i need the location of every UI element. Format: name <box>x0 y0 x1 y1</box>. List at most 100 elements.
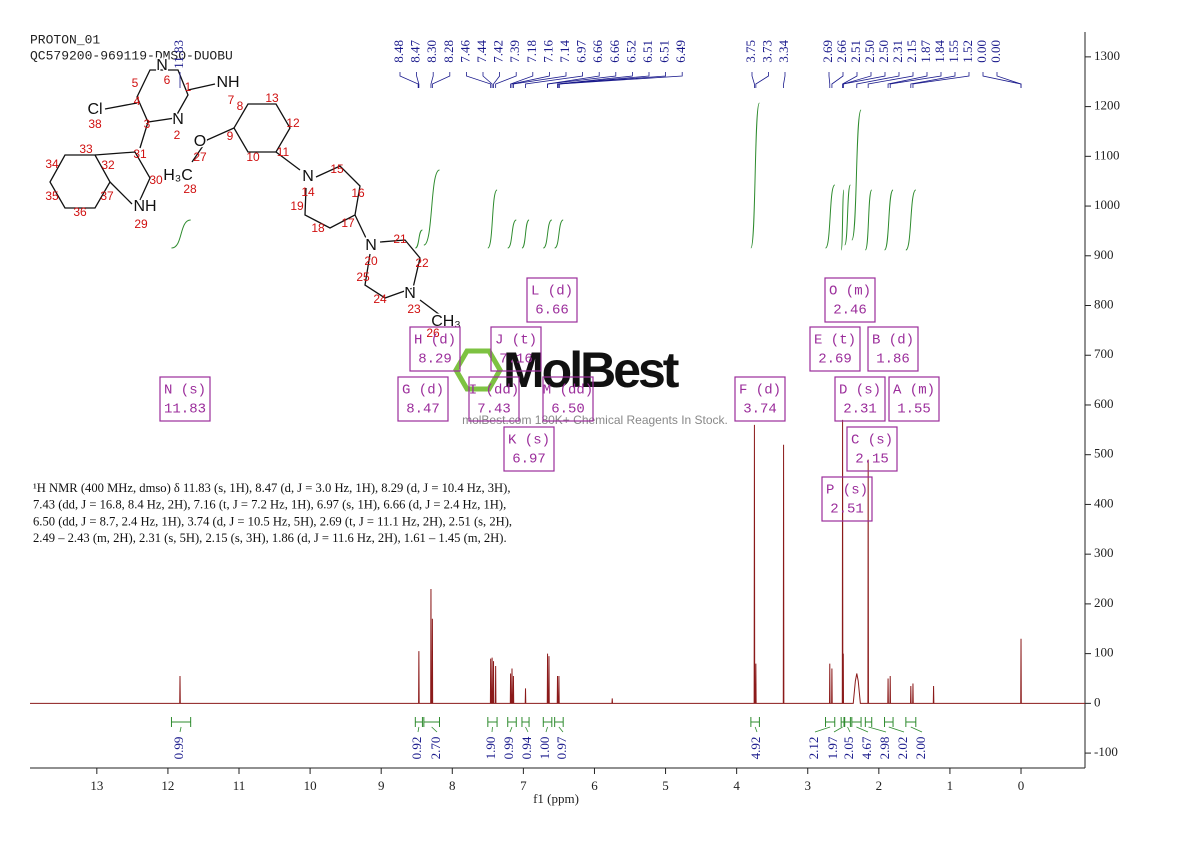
y-tick-label: 800 <box>1094 296 1114 311</box>
integral-label: 2.12 <box>806 737 821 760</box>
x-tick-label: 7 <box>520 778 527 793</box>
atom-label: N <box>365 237 377 254</box>
peak-label: 2.69 <box>820 40 835 63</box>
peak-label: 8.28 <box>441 40 456 63</box>
peak-label: 6.97 <box>574 40 589 63</box>
integral-label: 2.00 <box>913 737 928 760</box>
peak-connector <box>547 72 617 88</box>
multiplet-box <box>834 376 886 422</box>
atom-label: N <box>404 285 416 302</box>
integral-curve <box>507 219 517 249</box>
atom-label: 26 <box>426 326 440 340</box>
peak-label: 1.87 <box>918 40 933 63</box>
atom-label: N <box>302 168 314 185</box>
integral-label: 0.94 <box>519 736 534 759</box>
peak-label: 7.46 <box>457 40 472 63</box>
x-tick-label: 3 <box>804 778 811 793</box>
integral-connector <box>910 726 923 733</box>
integral-label: 2.05 <box>841 737 856 760</box>
peak-label: 2.15 <box>904 40 919 63</box>
peak-connector <box>755 72 769 88</box>
integral-bracket <box>750 717 760 727</box>
peak-connector <box>482 72 493 88</box>
atom-label: 38 <box>88 117 102 131</box>
y-tick-label: 1100 <box>1094 147 1120 162</box>
peak-label: 1.52 <box>960 40 975 63</box>
multiplet-label: I (dd) <box>469 383 519 399</box>
atom-label: 31 <box>133 147 147 161</box>
multiplet-label: K (s) <box>508 433 550 449</box>
multiplet-shift: 1.86 <box>876 352 910 368</box>
x-tick-label: 13 <box>90 778 103 793</box>
integral-label: 2.70 <box>428 737 443 760</box>
peak-connector <box>982 72 1022 88</box>
peak-connector <box>466 72 492 88</box>
peak-label: 6.66 <box>607 40 622 63</box>
multiplet-box <box>490 326 542 372</box>
peak-label: 6.66 <box>590 40 605 63</box>
multiplet-box <box>542 376 594 422</box>
integral-connector <box>545 726 548 733</box>
spectrum <box>30 419 1085 704</box>
peak-label: 6.49 <box>673 40 688 63</box>
multiplet-label: M (dd) <box>543 383 593 399</box>
atom-label: Cl <box>87 101 102 118</box>
multiplet-label: P (s) <box>826 483 868 499</box>
y-tick-label: 1000 <box>1094 197 1120 212</box>
x-tick-label: 11 <box>233 778 246 793</box>
integral-curve <box>844 184 851 246</box>
atom-label: 22 <box>415 256 429 270</box>
integral-label: 0.99 <box>501 737 516 760</box>
atom-label: 17 <box>341 216 355 230</box>
atom-label: 36 <box>73 205 87 219</box>
atom-label: 21 <box>393 232 407 246</box>
multiplet-shift: 1.55 <box>897 402 931 418</box>
integral-label: 0.99 <box>171 737 186 760</box>
atom-label: N <box>156 57 168 74</box>
atom-label: 9 <box>227 129 234 143</box>
peak-label: 11.83 <box>171 40 186 69</box>
integral-label: 2.02 <box>895 737 910 760</box>
peak-label: 8.48 <box>391 40 406 63</box>
multiplet-shift: 7.43 <box>477 402 511 418</box>
peak-label: 6.52 <box>623 40 638 63</box>
atom-label: 8 <box>237 99 244 113</box>
y-tick-label: 0 <box>1094 694 1101 709</box>
peak-label: 8.30 <box>424 40 439 63</box>
multiplet-box <box>734 376 786 422</box>
peak-label: 3.73 <box>759 40 774 63</box>
integral-label: 4.67 <box>859 736 874 759</box>
multiplet-box <box>824 277 876 323</box>
integral-curve <box>825 184 836 249</box>
integral-connector <box>754 726 758 733</box>
x-tick-label: 0 <box>1018 778 1025 793</box>
peak-connector <box>559 72 683 88</box>
atom-label: 23 <box>407 302 421 316</box>
peak-connector <box>856 72 900 88</box>
integral-curve <box>423 169 440 246</box>
integral-curve <box>542 219 553 249</box>
atom-label: 14 <box>301 185 315 199</box>
logo-tagline: molBest.com 180K+ Chemical Reagents In S… <box>462 413 728 427</box>
integral-connector <box>417 726 420 733</box>
peak-label: 7.16 <box>540 40 555 63</box>
integral-curve <box>521 219 530 249</box>
x-tick-label: 4 <box>733 778 740 793</box>
y-tick-label: 500 <box>1094 446 1114 461</box>
header-line: PROTON_01 <box>30 32 100 47</box>
integral-curve <box>884 189 894 251</box>
integral-bracket <box>542 717 553 727</box>
integral-curve <box>905 189 917 251</box>
multiplet-box <box>809 326 861 372</box>
x-tick-label: 1 <box>947 778 954 793</box>
integral-label: 2.98 <box>877 737 892 760</box>
integral-bracket <box>884 717 894 727</box>
integral-bracket <box>414 717 423 727</box>
x-tick-label: 8 <box>449 778 456 793</box>
multiplet-shift: 11.83 <box>164 402 206 418</box>
y-tick-label: 1300 <box>1094 48 1120 63</box>
peak-connector <box>910 72 956 88</box>
multiplet-box <box>159 376 211 422</box>
peak-connector <box>510 72 534 88</box>
